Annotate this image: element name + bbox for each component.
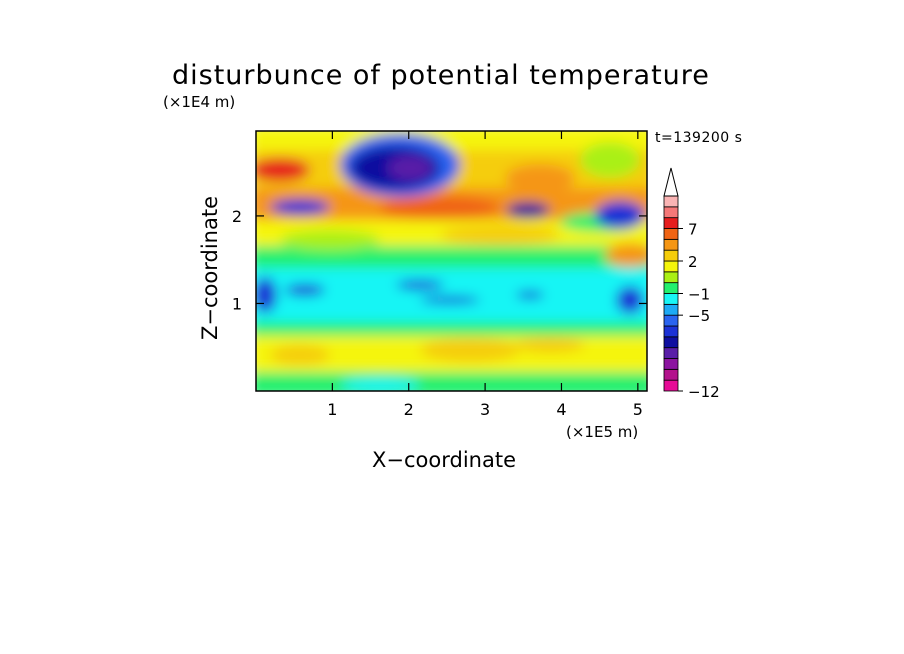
colorbar-segment — [663, 271, 679, 284]
x-tick-label: 2 — [404, 400, 414, 419]
colorbar-label: −1 — [688, 286, 710, 304]
y-tick-label: 2 — [232, 207, 242, 226]
x-ticks: 1 2 3 4 5 — [327, 131, 643, 419]
colorbar-extension — [663, 167, 679, 197]
plot-frame — [255, 130, 648, 392]
x-axis-label: X−coordinate — [372, 448, 516, 472]
colorbar-segment — [663, 206, 679, 219]
y-axis-unit: (×1E4 m) — [163, 93, 236, 111]
colorbar-label: 7 — [688, 221, 698, 239]
x-axis-unit: (×1E5 m) — [566, 423, 639, 441]
colorbar-label: 2 — [688, 253, 698, 271]
x-tick-label: 5 — [633, 400, 643, 419]
colorbar-segment — [663, 249, 679, 262]
colorbar-segment — [663, 325, 679, 338]
colorbar-segment — [663, 228, 679, 240]
colorbar-segment — [663, 336, 679, 349]
colorbar-label: −5 — [688, 307, 710, 325]
y-tick-label: 1 — [232, 294, 242, 313]
contour-field — [256, 131, 647, 391]
colorbar-segment — [663, 260, 679, 273]
colorbar-segment — [663, 314, 679, 327]
x-tick-label: 3 — [480, 400, 490, 419]
y-ticks: 12 — [232, 207, 647, 313]
colorbar-segment — [663, 358, 679, 370]
colorbar-label: −12 — [688, 383, 720, 401]
colorbar-segment — [663, 368, 679, 381]
colorbar-segment — [663, 195, 679, 208]
chart-title: disturbunce of potential temperature — [172, 60, 710, 91]
time-label: t=139200 s — [655, 130, 743, 146]
colorbar-segment — [663, 293, 679, 305]
colorbar-segment — [663, 379, 679, 392]
colorbar-segment — [663, 238, 679, 251]
x-tick-label: 1 — [327, 400, 337, 419]
x-tick-label: 4 — [556, 400, 566, 419]
colorbar: −12−5−127 — [663, 167, 720, 401]
colorbar-segment — [663, 217, 679, 229]
colorbar-segment — [663, 347, 679, 359]
colorbar-segment — [663, 282, 679, 294]
colorbar-segment — [663, 303, 679, 316]
